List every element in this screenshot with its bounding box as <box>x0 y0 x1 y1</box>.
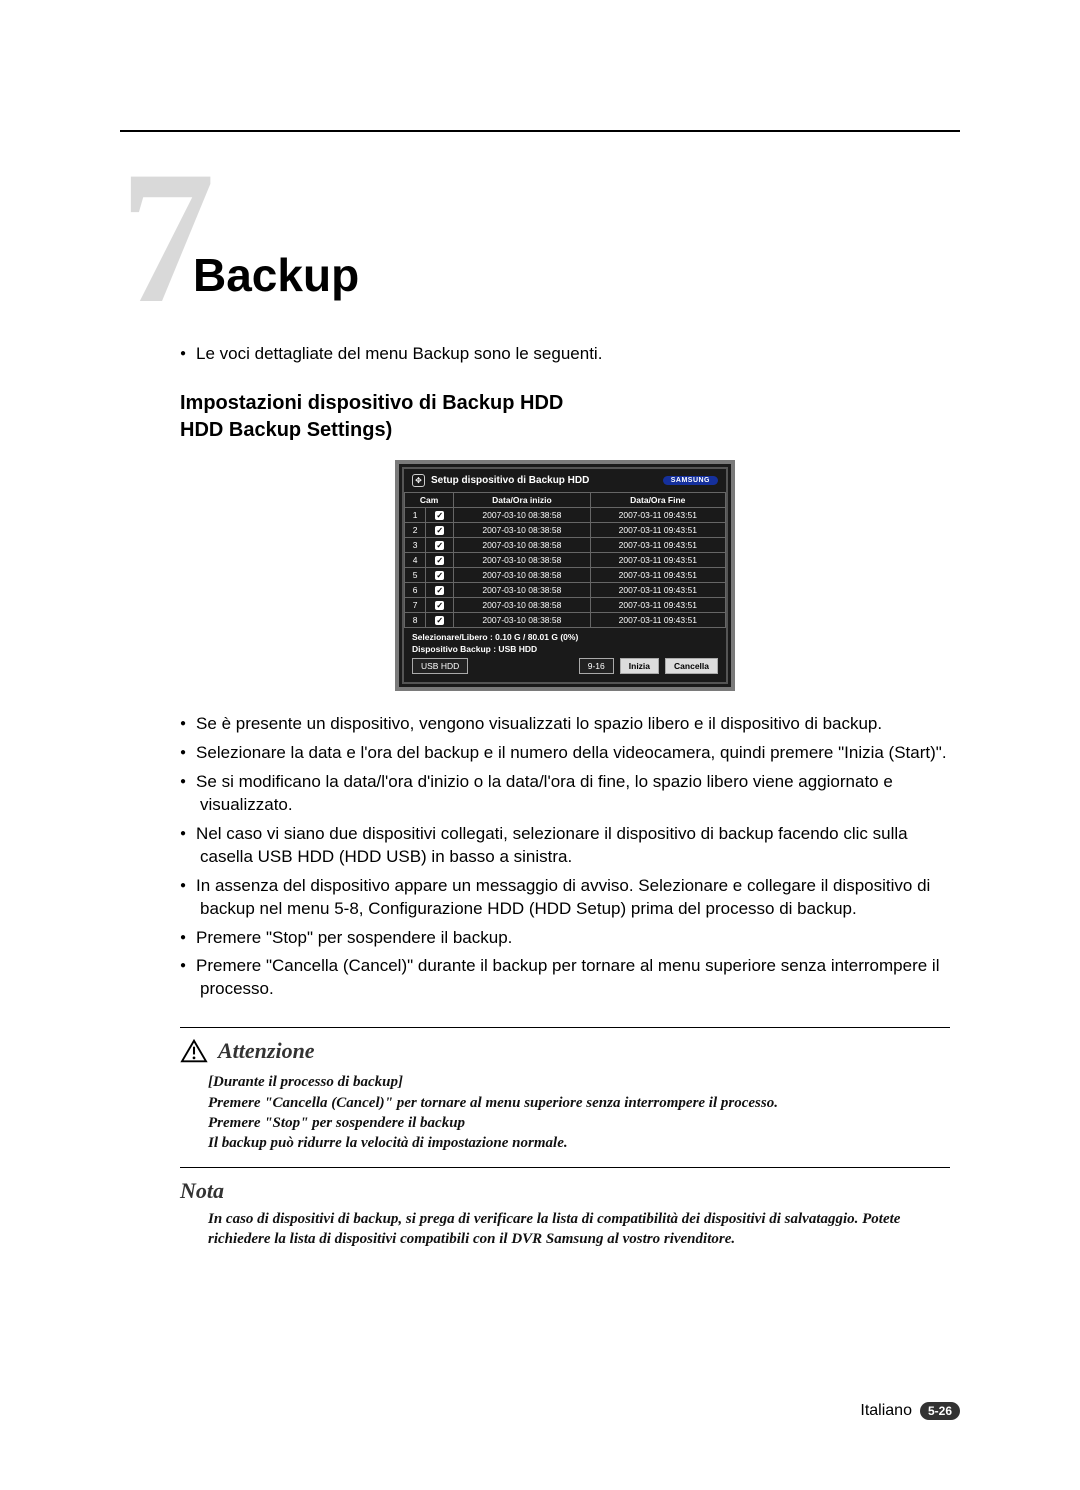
footer-lang: Italiano <box>860 1402 912 1420</box>
cell-check[interactable]: ✓ <box>426 523 454 538</box>
list-item: Se è presente un dispositivo, vengono vi… <box>180 713 950 736</box>
warning-icon <box>180 1039 208 1063</box>
device-button[interactable]: USB HDD <box>412 658 468 674</box>
cell-cam: 4 <box>405 553 426 568</box>
cell-start: 2007-03-10 08:38:58 <box>454 568 590 583</box>
lead-line: Le voci dettagliate del menu Backup sono… <box>180 344 950 364</box>
table-row: 1✓2007-03-10 08:38:582007-03-11 09:43:51 <box>405 508 726 523</box>
list-item: Se si modificano la data/l'ora d'inizio … <box>180 771 950 817</box>
lead-text: Le voci dettagliate del menu Backup sono… <box>180 344 602 363</box>
cell-check[interactable]: ✓ <box>426 568 454 583</box>
cell-end: 2007-03-11 09:43:51 <box>590 538 725 553</box>
list-item: Premere "Stop" per sospendere il backup. <box>180 927 950 950</box>
page-number-badge: 5-26 <box>920 1402 960 1420</box>
cell-end: 2007-03-11 09:43:51 <box>590 583 725 598</box>
cell-check[interactable]: ✓ <box>426 508 454 523</box>
cell-start: 2007-03-10 08:38:58 <box>454 598 590 613</box>
table-row: 5✓2007-03-10 08:38:582007-03-11 09:43:51 <box>405 568 726 583</box>
attenzione-line: Premere "Cancella (Cancel)" per tornare … <box>208 1093 940 1113</box>
range-button[interactable]: 9-16 <box>579 658 614 674</box>
cell-cam: 3 <box>405 538 426 553</box>
attenzione-body: [Durante il processo di backup]Premere "… <box>208 1072 940 1153</box>
dvr-screenshot: ✥ Setup dispositivo di Backup HDD SAMSUN… <box>395 460 735 691</box>
cell-cam: 6 <box>405 583 426 598</box>
cancel-button[interactable]: Cancella <box>665 658 718 674</box>
screenshot-title: Setup dispositivo di Backup HDD <box>431 475 589 486</box>
list-item: Selezionare la data e l'ora del backup e… <box>180 742 950 765</box>
divider-1 <box>180 1027 950 1028</box>
nota-title: Nota <box>180 1178 950 1204</box>
start-button[interactable]: Inizia <box>620 658 659 674</box>
cell-cam: 2 <box>405 523 426 538</box>
cell-start: 2007-03-10 08:38:58 <box>454 538 590 553</box>
cell-start: 2007-03-10 08:38:58 <box>454 583 590 598</box>
body-bullet-list: Se è presente un dispositivo, vengono vi… <box>180 713 950 1001</box>
table-row: 8✓2007-03-10 08:38:582007-03-11 09:43:51 <box>405 613 726 628</box>
list-item: Premere "Cancella (Cancel)" durante il b… <box>180 955 950 1001</box>
table-row: 6✓2007-03-10 08:38:582007-03-11 09:43:51 <box>405 583 726 598</box>
col-cam: Cam <box>405 493 454 508</box>
table-row: 3✓2007-03-10 08:38:582007-03-11 09:43:51 <box>405 538 726 553</box>
divider-2 <box>180 1167 950 1168</box>
backup-device-line: Dispositivo Backup : USB HDD <box>412 644 718 654</box>
page-footer: Italiano 5-26 <box>860 1402 960 1420</box>
nota-body: In caso di dispositivi di backup, si pre… <box>208 1210 940 1249</box>
table-row: 2✓2007-03-10 08:38:582007-03-11 09:43:51 <box>405 523 726 538</box>
cell-cam: 5 <box>405 568 426 583</box>
cell-start: 2007-03-10 08:38:58 <box>454 508 590 523</box>
free-space-line: Selezionare/Libero : 0.10 G / 80.01 G (0… <box>412 632 718 642</box>
cell-end: 2007-03-11 09:43:51 <box>590 508 725 523</box>
cell-start: 2007-03-10 08:38:58 <box>454 523 590 538</box>
chapter-title: Backup <box>193 248 359 302</box>
subheading-line2: HDD Backup Settings) <box>180 419 950 442</box>
setup-icon: ✥ <box>412 474 425 487</box>
table-row: 7✓2007-03-10 08:38:582007-03-11 09:43:51 <box>405 598 726 613</box>
attenzione-line: Premere "Stop" per sospendere il backup <box>208 1113 940 1133</box>
cell-cam: 1 <box>405 508 426 523</box>
table-row: 4✓2007-03-10 08:38:582007-03-11 09:43:51 <box>405 553 726 568</box>
cell-end: 2007-03-11 09:43:51 <box>590 568 725 583</box>
attenzione-line: [Durante il processo di backup] <box>208 1072 940 1092</box>
cell-end: 2007-03-11 09:43:51 <box>590 553 725 568</box>
list-item: In assenza del dispositivo appare un mes… <box>180 875 950 921</box>
cell-start: 2007-03-10 08:38:58 <box>454 553 590 568</box>
cell-check[interactable]: ✓ <box>426 538 454 553</box>
samsung-logo: SAMSUNG <box>663 476 718 485</box>
cell-end: 2007-03-11 09:43:51 <box>590 523 725 538</box>
col-start: Data/Ora inizio <box>454 493 590 508</box>
chapter-heading: 7 Backup <box>120 162 960 314</box>
cell-start: 2007-03-10 08:38:58 <box>454 613 590 628</box>
cell-cam: 8 <box>405 613 426 628</box>
cell-end: 2007-03-11 09:43:51 <box>590 613 725 628</box>
cell-check[interactable]: ✓ <box>426 553 454 568</box>
backup-table: Cam Data/Ora inizio Data/Ora Fine 1✓2007… <box>404 492 726 628</box>
cell-check[interactable]: ✓ <box>426 598 454 613</box>
cell-check[interactable]: ✓ <box>426 583 454 598</box>
cell-cam: 7 <box>405 598 426 613</box>
cell-end: 2007-03-11 09:43:51 <box>590 598 725 613</box>
cell-check[interactable]: ✓ <box>426 613 454 628</box>
col-end: Data/Ora Fine <box>590 493 725 508</box>
top-rule <box>120 130 960 132</box>
attenzione-line: Il backup può ridurre la velocità di imp… <box>208 1133 940 1153</box>
subheading-line1: Impostazioni dispositivo di Backup HDD <box>180 392 950 415</box>
attenzione-title: Attenzione <box>218 1038 315 1064</box>
list-item: Nel caso vi siano due dispositivi colleg… <box>180 823 950 869</box>
